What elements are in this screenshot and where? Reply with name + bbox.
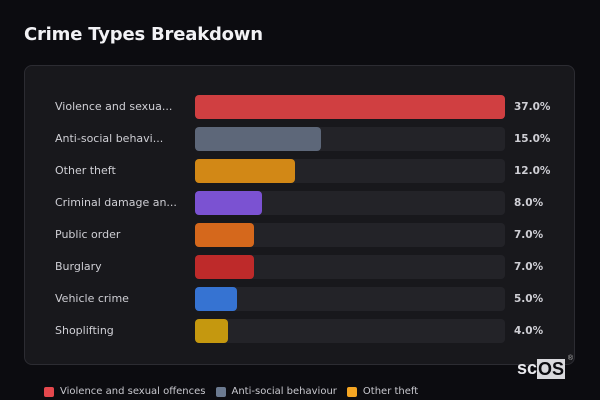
bar-label: Vehicle crime [55,292,129,305]
bar-row: Shoplifting 4.0% [25,319,574,343]
scos-watermark-logo: sc OS ® [517,355,573,379]
bar-row: Burglary 7.0% [25,255,574,279]
bar-value: 8.0% [514,197,544,209]
bar-value: 12.0% [514,165,551,177]
bar-track [195,191,505,215]
registered-icon: ® [567,355,574,362]
legend-swatch-icon [44,386,54,397]
legend-swatch-icon [346,386,357,397]
bar-track [195,223,505,247]
bar-track [195,127,505,151]
legend-item[interactable]: Other theft [346,386,419,397]
chart-legend: Violence and sexual offences Anti-social… [44,386,420,397]
bar-fill[interactable] [195,159,296,183]
watermark-boxed: OS [537,358,566,379]
bar-row: Anti-social behavi... 15.0% [25,127,574,151]
bar-fill[interactable] [195,319,229,343]
bar-fill[interactable] [195,287,237,311]
legend-swatch-icon [215,386,226,397]
bar-row: Other theft 12.0% [25,159,574,183]
bar-label: Violence and sexua... [55,100,173,113]
bar-value: 15.0% [514,133,551,145]
legend-label: Other theft [362,386,419,397]
bar-fill[interactable] [195,191,262,215]
bar-label: Burglary [55,260,102,273]
bar-track [195,319,505,343]
bar-fill[interactable] [195,223,254,247]
bar-row: Vehicle crime 5.0% [25,287,574,311]
legend-label: Violence and sexual offences [60,386,206,397]
legend-item[interactable]: Violence and sexual offences [44,386,206,397]
bar-value: 5.0% [514,293,544,305]
bar-value: 4.0% [514,325,544,337]
bar-row: Violence and sexua... 37.0% [25,95,574,119]
bar-label: Shoplifting [55,324,114,337]
bar-row: Public order 7.0% [25,223,574,247]
bar-track [195,255,505,279]
chart-title: Crime Types Breakdown [24,24,263,45]
chart-card: Violence and sexua... 37.0% Anti-social … [24,65,575,365]
bar-label: Criminal damage an... [55,196,177,209]
bar-value: 37.0% [514,101,551,113]
bar-value: 7.0% [514,261,544,273]
bar-track [195,287,505,311]
legend-item[interactable]: Anti-social behaviour [215,386,337,397]
bar-fill[interactable] [195,127,321,151]
bar-fill[interactable] [195,95,505,119]
bar-value: 7.0% [514,229,544,241]
bar-track [195,95,505,119]
bar-row: Criminal damage an... 8.0% [25,191,574,215]
bar-label: Public order [55,228,121,241]
bar-label: Anti-social behavi... [55,132,164,145]
legend-label: Anti-social behaviour [231,386,337,397]
bar-track [195,159,505,183]
bar-fill[interactable] [195,255,254,279]
bar-label: Other theft [55,164,116,177]
watermark-prefix: sc [517,358,538,378]
